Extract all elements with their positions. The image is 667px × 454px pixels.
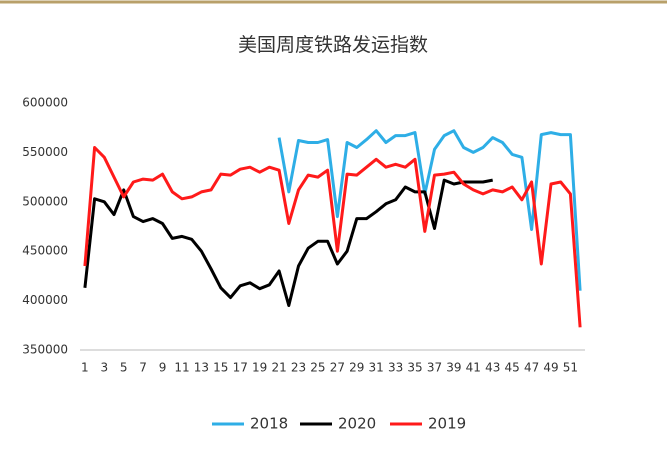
x-tick-label: 5 bbox=[120, 361, 128, 375]
x-tick-label: 19 bbox=[252, 361, 267, 375]
x-tick-label: 15 bbox=[213, 361, 228, 375]
x-tick-label: 17 bbox=[233, 361, 248, 375]
x-tick-label: 13 bbox=[194, 361, 209, 375]
x-tick-label: 51 bbox=[563, 361, 578, 375]
x-tick-label: 37 bbox=[427, 361, 442, 375]
x-tick-label: 35 bbox=[407, 361, 422, 375]
x-tick-label: 43 bbox=[485, 361, 500, 375]
chart-title: 美国周度铁路发运指数 bbox=[238, 34, 428, 56]
x-tick-label: 47 bbox=[524, 361, 539, 375]
x-tick-label: 39 bbox=[446, 361, 461, 375]
x-tick-label: 33 bbox=[388, 361, 403, 375]
y-tick-label: 450000 bbox=[22, 244, 68, 258]
y-tick-label: 600000 bbox=[22, 96, 68, 110]
x-tick-label: 45 bbox=[505, 361, 520, 375]
x-tick-label: 7 bbox=[139, 361, 147, 375]
x-tick-label: 25 bbox=[310, 361, 325, 375]
y-tick-label: 400000 bbox=[22, 293, 68, 307]
x-tick-label: 49 bbox=[543, 361, 558, 375]
x-tick-label: 31 bbox=[369, 361, 384, 375]
y-tick-label: 500000 bbox=[22, 194, 68, 208]
legend-label: 2020 bbox=[338, 415, 376, 433]
x-tick-label: 3 bbox=[100, 361, 108, 375]
x-tick-label: 9 bbox=[159, 361, 167, 375]
series-line bbox=[83, 178, 493, 307]
y-tick-label: 550000 bbox=[22, 145, 68, 159]
x-tick-label: 41 bbox=[466, 361, 481, 375]
x-tick-label: 29 bbox=[349, 361, 364, 375]
x-tick-label: 11 bbox=[174, 361, 189, 375]
legend-label: 2018 bbox=[250, 415, 288, 433]
x-tick-label: 1 bbox=[81, 361, 89, 375]
x-tick-label: 27 bbox=[330, 361, 345, 375]
x-tick-label: 21 bbox=[271, 361, 286, 375]
y-tick-label: 350000 bbox=[22, 343, 68, 357]
series-line bbox=[83, 146, 582, 328]
legend-label: 2019 bbox=[428, 415, 466, 433]
series-line bbox=[277, 129, 582, 291]
x-tick-label: 23 bbox=[291, 361, 306, 375]
